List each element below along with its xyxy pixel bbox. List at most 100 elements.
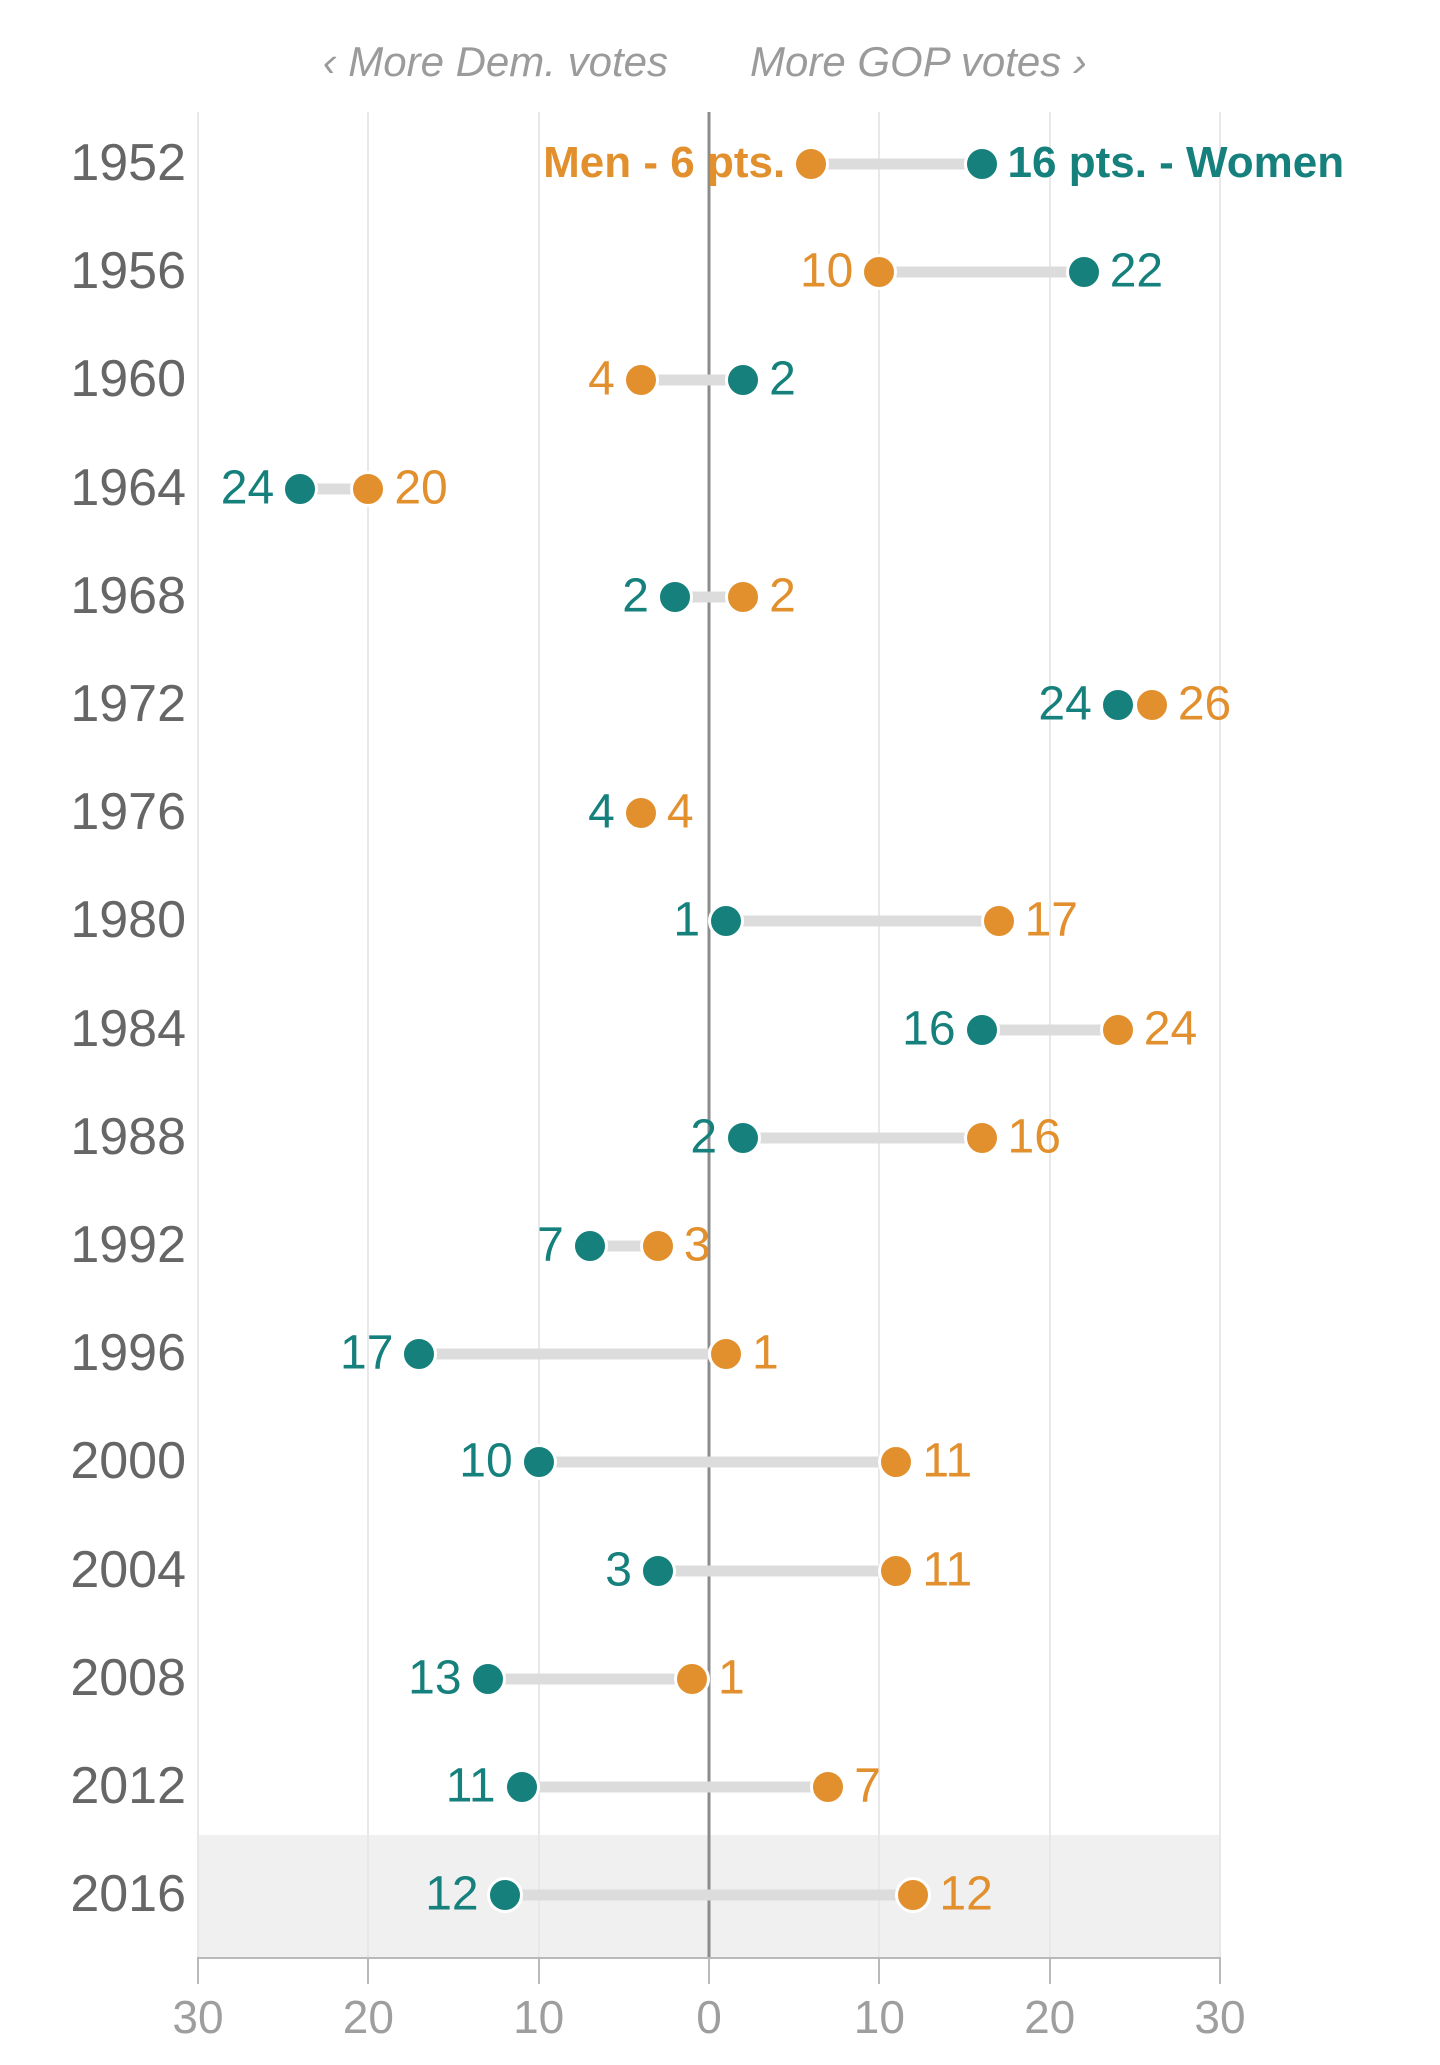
axis-tick-label-1: 20 <box>342 1991 394 2043</box>
year-label-1984: 1984 <box>70 999 186 1058</box>
women-value-label-1952: 16 pts. - Women <box>1007 138 1345 187</box>
year-label-2016: 2016 <box>70 1864 186 1923</box>
men-dot-1988 <box>963 1119 1000 1156</box>
men-dot-1996 <box>708 1336 745 1373</box>
women-value-label-1992: 7 <box>537 1218 564 1272</box>
year-label-1960: 1960 <box>70 350 186 409</box>
axis-tick-label-5: 20 <box>1024 1991 1076 2043</box>
connector-1984 <box>981 1024 1118 1036</box>
women-dot-1956 <box>1065 254 1102 291</box>
plot-area: 30 20 10 0 10 20 30 Men - 6 pts. 16 pts. - Women… <box>172 0 1344 2065</box>
men-value-label-2004: 11 <box>922 1542 973 1596</box>
women-value-label-1976: 4 <box>588 785 615 839</box>
connector-2016 <box>504 1889 914 1901</box>
gridline-30-6 <box>1219 112 1221 1957</box>
connector-2008 <box>487 1673 692 1685</box>
connector-1964 <box>300 483 369 495</box>
year-label-1956: 1956 <box>70 241 186 300</box>
men-dot-1972 <box>1133 687 1170 723</box>
women-value-label-1968: 2 <box>622 569 649 623</box>
women-dot-1996 <box>401 1336 438 1373</box>
women-dot-2004 <box>639 1552 676 1589</box>
men-dot-2004 <box>878 1552 915 1589</box>
axis-tick-3 <box>708 1957 710 1984</box>
men-value-label-1968: 2 <box>769 569 796 623</box>
men-dot-1976 <box>622 795 659 832</box>
axis-tick-1 <box>367 1957 370 1984</box>
women-dot-2012 <box>503 1769 540 1805</box>
center-gridline <box>707 112 711 1957</box>
axis-tick-2 <box>537 1957 540 1984</box>
connector-1992 <box>589 1240 658 1252</box>
men-value-label-1952: Men - 6 pts. <box>543 138 786 187</box>
men-value-label-1992: 3 <box>683 1218 711 1272</box>
axis-tick-label-0: 30 <box>172 1991 224 2043</box>
connector-1960 <box>640 374 744 386</box>
women-value-label-2008: 13 <box>408 1651 462 1705</box>
year-label-2012: 2012 <box>70 1756 186 1815</box>
men-dot-1956 <box>861 254 898 291</box>
women-value-label-2016: 12 <box>425 1867 479 1921</box>
x-axis-line <box>197 1957 1221 1959</box>
connector-1968 <box>674 591 744 603</box>
women-dot-1972 <box>1099 687 1136 723</box>
men-value-label-1980: 17 <box>1024 893 1078 947</box>
year-label-1968: 1968 <box>70 566 186 625</box>
women-value-label-1964: 24 <box>220 460 275 514</box>
axis-tick-6 <box>1219 1957 1221 1984</box>
men-dot-1960 <box>622 362 659 399</box>
women-dot-2016 <box>486 1877 523 1914</box>
men-dot-1992 <box>639 1228 676 1264</box>
axis-tick-label-6: 30 <box>1194 1991 1246 2043</box>
men-value-label-1988: 16 <box>1007 1110 1061 1164</box>
year-label-1972: 1972 <box>70 674 186 733</box>
men-value-label-1964: 20 <box>394 460 448 514</box>
women-value-label-1956: 22 <box>1109 244 1164 298</box>
connector-2012 <box>521 1781 829 1793</box>
men-value-label-2000: 11 <box>922 1434 973 1488</box>
men-dot-2008 <box>673 1660 710 1697</box>
year-label-1996: 1996 <box>70 1323 186 1382</box>
men-value-label-2008: 1 <box>717 1651 745 1705</box>
men-dot-2000 <box>878 1444 915 1481</box>
women-dot-2008 <box>469 1660 506 1697</box>
gridline-10-2 <box>537 112 540 1957</box>
men-dot-1984 <box>1099 1011 1136 1048</box>
connector-2004 <box>657 1565 897 1577</box>
men-value-label-2016: 12 <box>939 1867 993 1921</box>
year-label-1980: 1980 <box>70 891 186 950</box>
year-label-2000: 2000 <box>70 1432 186 1491</box>
men-dot-2012 <box>810 1769 847 1805</box>
connector-1980 <box>726 915 999 927</box>
year-label-2008: 2008 <box>70 1648 186 1707</box>
women-dot-1992 <box>571 1228 608 1264</box>
connector-1956 <box>879 266 1084 278</box>
women-dot-1960 <box>725 362 762 399</box>
women-value-label-1988: 2 <box>690 1110 718 1164</box>
women-value-label-1980: 1 <box>673 893 701 947</box>
women-value-label-1996: 17 <box>340 1326 394 1380</box>
dem-direction-label: ‹ More Dem. votes <box>322 38 668 85</box>
axis-tick-label-4: 10 <box>853 1991 905 2043</box>
women-value-label-1984: 16 <box>902 1001 956 1055</box>
men-value-label-1956: 10 <box>799 244 854 298</box>
women-dot-1980 <box>708 903 745 940</box>
axis-tick-5 <box>1048 1957 1051 1984</box>
women-dot-1952 <box>963 146 1000 182</box>
year-label-1964: 1964 <box>70 458 186 517</box>
axis-tick-label-3: 0 <box>696 1991 722 2043</box>
men-dot-2016 <box>895 1877 932 1914</box>
year-label-1992: 1992 <box>70 1215 186 1274</box>
men-value-label-1972: 26 <box>1177 677 1232 731</box>
men-value-label-1960: 4 <box>588 352 615 406</box>
men-dot-1964 <box>350 470 387 507</box>
axis-tick-4 <box>878 1957 881 1984</box>
year-label-1952: 1952 <box>70 133 186 192</box>
connector-1952 <box>811 158 982 170</box>
women-dot-1964 <box>282 470 319 507</box>
year-label-1988: 1988 <box>70 1107 186 1166</box>
men-dot-1980 <box>980 903 1017 940</box>
gridline-30-0 <box>197 112 199 1957</box>
women-value-label-2004: 3 <box>605 1542 632 1596</box>
women-dot-1988 <box>725 1119 762 1156</box>
